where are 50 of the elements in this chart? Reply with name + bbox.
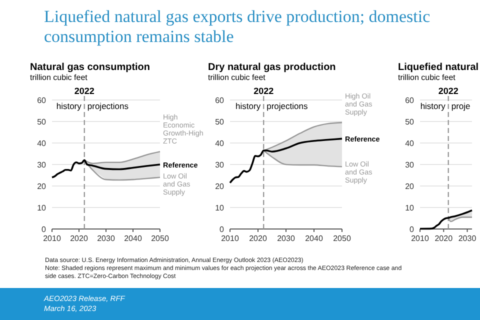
y-tick-label: 30 bbox=[405, 160, 415, 170]
y-tick-label: 60 bbox=[405, 96, 415, 105]
y-tick-label: 30 bbox=[215, 160, 225, 170]
y-tick-label: 20 bbox=[215, 182, 225, 191]
ref-line-label: 2022 bbox=[438, 86, 458, 96]
y-tick-label: 30 bbox=[37, 160, 47, 170]
y-tick-label: 60 bbox=[37, 96, 47, 105]
y-tick-label: 40 bbox=[215, 139, 225, 148]
ref-line-label: 2022 bbox=[254, 86, 274, 96]
x-tick-label: 2030 bbox=[458, 234, 477, 243]
x-tick-label: 2050 bbox=[333, 234, 352, 243]
y-tick-label: 40 bbox=[405, 139, 415, 148]
y-axis-title: trillion cubic feet bbox=[30, 73, 88, 82]
x-tick-label: 2020 bbox=[70, 234, 88, 243]
text: Liquefied natural gas exports drive production; domestic consumption remains stable bbox=[44, 7, 431, 46]
y-tick-label: 10 bbox=[405, 204, 415, 212]
annotation: history bbox=[56, 101, 82, 111]
y-axis-title: trillion cubic feet bbox=[208, 73, 266, 82]
annotation: proje bbox=[451, 101, 471, 111]
y-tick-label: 10 bbox=[37, 204, 47, 212]
y-axis-title: trillion cubic feet bbox=[398, 73, 456, 82]
y-tick-label: 50 bbox=[405, 118, 415, 126]
x-tick-label: 2010 bbox=[411, 234, 430, 243]
annotation: history bbox=[236, 101, 262, 111]
y-tick-label: 20 bbox=[405, 182, 415, 191]
x-tick-label: 2040 bbox=[305, 234, 324, 243]
annotation: projections bbox=[87, 101, 129, 111]
y-tick-label: 60 bbox=[215, 96, 225, 105]
y-tick-label: 20 bbox=[37, 182, 47, 191]
y-tick-label: 0 bbox=[42, 225, 47, 234]
x-tick-label: 2050 bbox=[151, 234, 170, 243]
chart-title: Natural gas consumption bbox=[30, 62, 150, 73]
x-tick-label: 2010 bbox=[43, 234, 62, 243]
annotation: history bbox=[420, 101, 446, 111]
y-tick-label: 50 bbox=[215, 118, 225, 126]
chart-title: Liquefied natural bbox=[398, 62, 479, 73]
x-tick-label: 2030 bbox=[97, 234, 116, 243]
y-tick-label: 40 bbox=[37, 139, 47, 148]
ref-line-label: 2022 bbox=[74, 86, 94, 96]
x-tick-label: 2020 bbox=[434, 234, 454, 243]
y-tick-label: 10 bbox=[215, 204, 225, 212]
x-tick-label: 2020 bbox=[249, 234, 268, 243]
y-tick-label: 0 bbox=[220, 225, 225, 234]
annotation: projections bbox=[266, 101, 308, 111]
y-tick-label: 50 bbox=[37, 118, 47, 126]
chart-title: Dry natural gas production bbox=[208, 62, 336, 73]
y-tick-label: 0 bbox=[410, 225, 415, 234]
x-tick-label: 2030 bbox=[277, 234, 296, 243]
x-tick-label: 2040 bbox=[124, 234, 142, 243]
x-tick-label: 2010 bbox=[221, 234, 240, 243]
